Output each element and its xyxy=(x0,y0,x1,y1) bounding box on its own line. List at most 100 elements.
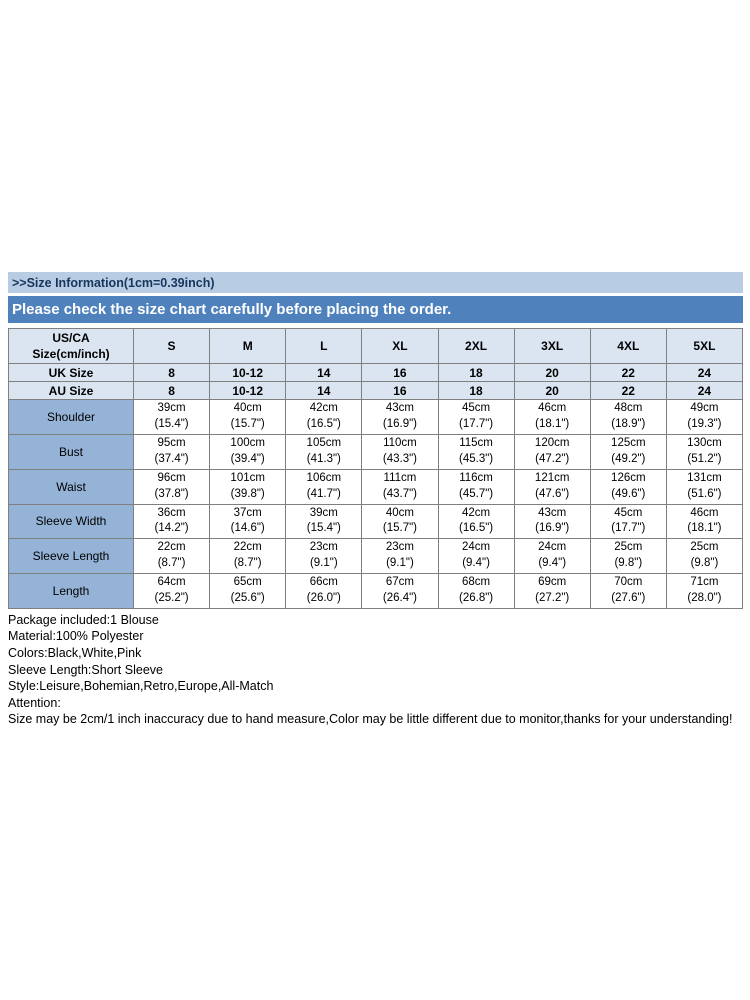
size-header: M xyxy=(209,327,287,365)
measurement-value: 43cm (16.9") xyxy=(513,503,591,540)
measurement-value: 46cm (18.1") xyxy=(665,503,744,540)
size-header: 2XL xyxy=(437,327,515,365)
measurement-value: 23cm (9.1") xyxy=(285,538,363,574)
measurement-value: 69cm (27.2") xyxy=(513,572,591,609)
size-standard-value: 24 xyxy=(665,381,744,401)
measurement-value: 126cm (49.6") xyxy=(589,468,667,505)
measurement-value: 45cm (17.7") xyxy=(437,399,515,436)
table-header-row: US/CA Size(cm/inch) S M L XL 2XL 3XL 4XL 5XL xyxy=(8,327,744,365)
size-standard-value: 16 xyxy=(361,381,439,401)
detail-line: Material:100% Polyester xyxy=(8,629,144,644)
measurement-value: 46cm (18.1") xyxy=(513,399,591,436)
size-standard-value: 10-12 xyxy=(209,381,287,401)
size-header: 3XL xyxy=(513,327,591,365)
measurement-value: 71cm (28.0") xyxy=(665,572,744,609)
measurement-value: 64cm (25.2") xyxy=(132,572,211,609)
size-standard-value: 10-12 xyxy=(209,363,287,383)
size-information-title-bar: >>Size Information(1cm=0.39inch) xyxy=(8,272,743,293)
measurement-value: 116cm (45.7") xyxy=(437,468,515,505)
size-information-sheet: >>Size Information(1cm=0.39inch) Please … xyxy=(8,272,744,728)
product-details: Package included:1 Blouse Material:100% P… xyxy=(8,612,743,728)
size-header: 5XL xyxy=(665,327,744,365)
size-chart-notice-bar: Please check the size chart carefully be… xyxy=(8,296,743,323)
size-standard-row: UK Size 8 10-12 14 16 18 20 22 24 xyxy=(8,363,744,383)
measurement-row: Sleeve Width 36cm (14.2") 37cm (14.6") 39cm (1… xyxy=(8,503,744,540)
measurement-value: 65cm (25.6") xyxy=(209,572,287,609)
size-standard-value: 22 xyxy=(589,363,667,383)
measurement-value: 67cm (26.4") xyxy=(361,572,439,609)
measurement-value: 110cm (43.3") xyxy=(361,434,439,470)
size-header: 4XL xyxy=(589,327,667,365)
measurement-label: Sleeve Length xyxy=(8,538,134,574)
detail-line: Style:Leisure,Bohemian,Retro,Europe,All-… xyxy=(8,679,274,694)
size-header: S xyxy=(132,327,211,365)
detail-line: Sleeve Length:Short Sleeve xyxy=(8,662,163,677)
size-standard-value: 14 xyxy=(285,363,363,383)
measurement-row: Bust 95cm (37.4") 100cm (39.4") 105cm (41.3") 1… xyxy=(8,434,744,470)
measurement-value: 70cm (27.6") xyxy=(589,572,667,609)
detail-line: Attention: xyxy=(8,695,61,710)
measurement-value: 40cm (15.7") xyxy=(361,503,439,540)
measurement-value: 130cm (51.2") xyxy=(665,434,744,470)
size-standard-value: 18 xyxy=(437,381,515,401)
measurement-value: 100cm (39.4") xyxy=(209,434,287,470)
measurement-value: 131cm (51.6") xyxy=(665,468,744,505)
measurement-value: 121cm (47.6") xyxy=(513,468,591,505)
size-standard-label: UK Size xyxy=(8,363,134,383)
size-chart-table: US/CA Size(cm/inch) S M L XL 2XL 3XL 4XL 5XL UK Si… xyxy=(8,327,744,609)
measurement-value: 39cm (15.4") xyxy=(285,503,363,540)
measurement-label: Bust xyxy=(8,434,134,470)
corner-header: US/CA Size(cm/inch) xyxy=(8,327,134,365)
measurement-value: 42cm (16.5") xyxy=(437,503,515,540)
size-header: XL xyxy=(361,327,439,365)
measurement-value: 101cm (39.8") xyxy=(209,468,287,505)
size-header: L xyxy=(285,327,363,365)
measurement-value: 49cm (19.3") xyxy=(665,399,744,436)
measurement-value: 22cm (8.7") xyxy=(209,538,287,574)
measurement-label: Sleeve Width xyxy=(8,503,134,540)
measurement-value: 66cm (26.0") xyxy=(285,572,363,609)
size-standard-value: 24 xyxy=(665,363,744,383)
size-chart-table-body: US/CA Size(cm/inch) S M L XL 2XL 3XL 4XL 5XL UK Si… xyxy=(8,327,744,609)
measurement-row: Shoulder 39cm (15.4") 40cm (15.7") 42cm (16.5"… xyxy=(8,399,744,436)
measurement-value: 23cm (9.1") xyxy=(361,538,439,574)
measurement-value: 105cm (41.3") xyxy=(285,434,363,470)
measurement-value: 24cm (9.4") xyxy=(513,538,591,574)
measurement-value: 111cm (43.7") xyxy=(361,468,439,505)
measurement-value: 125cm (49.2") xyxy=(589,434,667,470)
measurement-value: 48cm (18.9") xyxy=(589,399,667,436)
size-standard-label: AU Size xyxy=(8,381,134,401)
measurement-value: 36cm (14.2") xyxy=(132,503,211,540)
measurement-label: Length xyxy=(8,572,134,609)
size-standard-value: 8 xyxy=(132,381,211,401)
measurement-value: 42cm (16.5") xyxy=(285,399,363,436)
measurement-label: Waist xyxy=(8,468,134,505)
size-standard-value: 14 xyxy=(285,381,363,401)
measurement-value: 25cm (9.8") xyxy=(589,538,667,574)
size-standard-value: 20 xyxy=(513,363,591,383)
measurement-value: 120cm (47.2") xyxy=(513,434,591,470)
detail-line: Colors:Black,White,Pink xyxy=(8,645,142,660)
measurement-label: Shoulder xyxy=(8,399,134,436)
size-standard-value: 18 xyxy=(437,363,515,383)
detail-line: Package included:1 Blouse xyxy=(8,612,159,627)
measurement-value: 43cm (16.9") xyxy=(361,399,439,436)
measurement-row: Sleeve Length 22cm (8.7") 22cm (8.7") 23cm (9.… xyxy=(8,538,744,574)
measurement-value: 25cm (9.8") xyxy=(665,538,744,574)
measurement-value: 40cm (15.7") xyxy=(209,399,287,436)
measurement-value: 68cm (26.8") xyxy=(437,572,515,609)
measurement-value: 96cm (37.8") xyxy=(132,468,211,505)
measurement-value: 45cm (17.7") xyxy=(589,503,667,540)
measurement-value: 24cm (9.4") xyxy=(437,538,515,574)
measurement-value: 37cm (14.6") xyxy=(209,503,287,540)
measurement-row: Waist 96cm (37.8") 101cm (39.8") 106cm (41.7")… xyxy=(8,468,744,505)
size-standard-value: 20 xyxy=(513,381,591,401)
measurement-value: 106cm (41.7") xyxy=(285,468,363,505)
measurement-value: 95cm (37.4") xyxy=(132,434,211,470)
size-standard-value: 8 xyxy=(132,363,211,383)
size-standard-value: 22 xyxy=(589,381,667,401)
measurement-value: 22cm (8.7") xyxy=(132,538,211,574)
measurement-value: 39cm (15.4") xyxy=(132,399,211,436)
size-standard-value: 16 xyxy=(361,363,439,383)
